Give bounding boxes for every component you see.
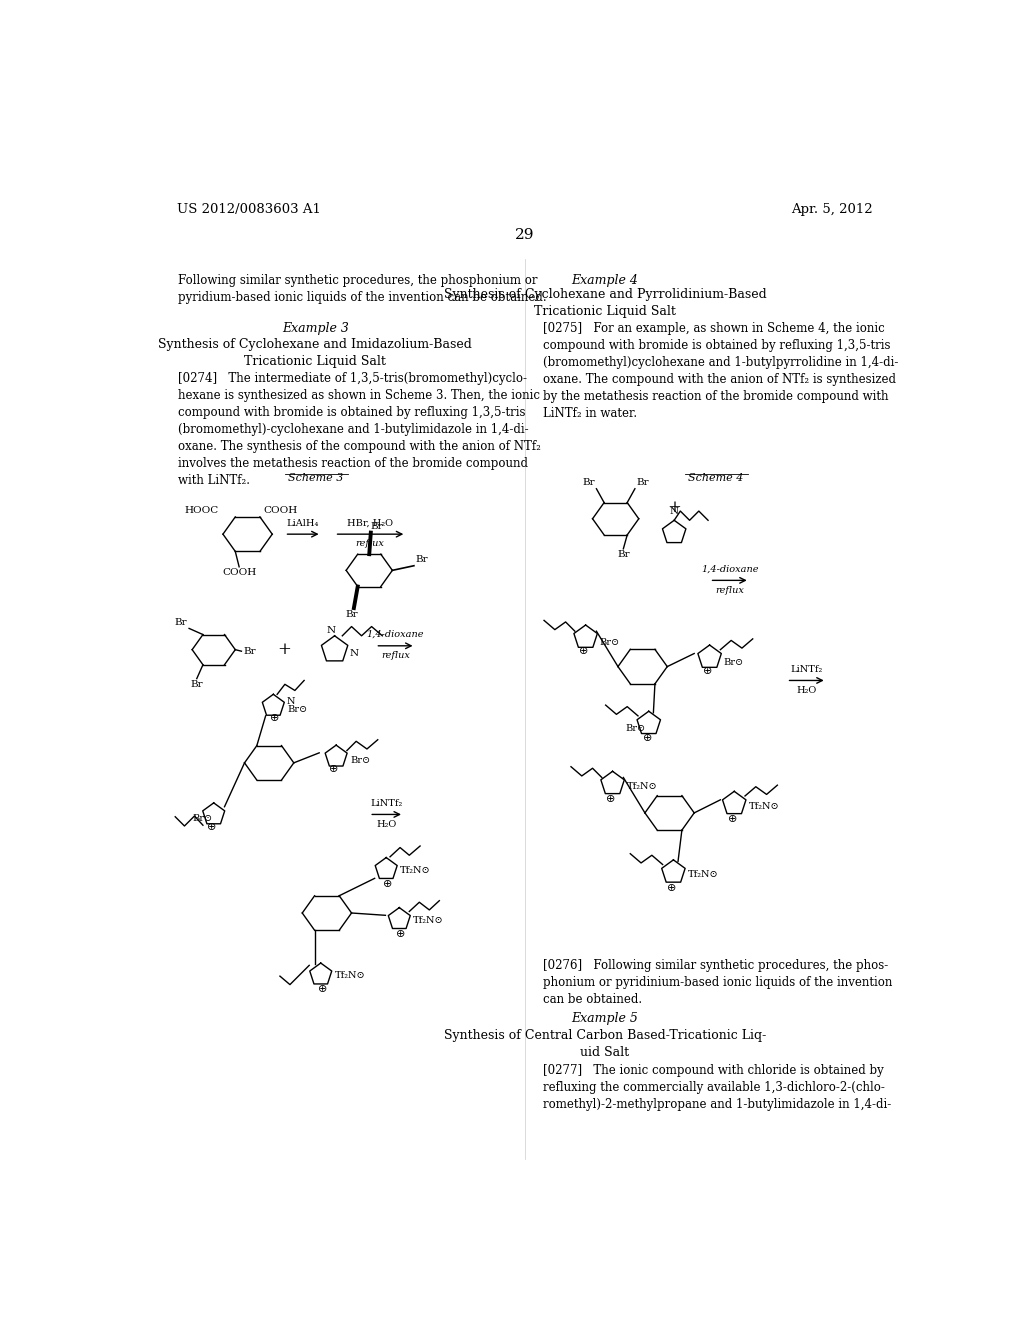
Text: Example 4: Example 4 xyxy=(571,275,638,286)
Text: LiNTf₂: LiNTf₂ xyxy=(370,799,402,808)
Text: Tf₂N⊙: Tf₂N⊙ xyxy=(335,972,366,979)
Text: Br: Br xyxy=(371,523,383,531)
Text: 29: 29 xyxy=(515,227,535,242)
Text: ⊕: ⊕ xyxy=(270,713,280,723)
Text: ⊕: ⊕ xyxy=(668,883,677,892)
Text: N: N xyxy=(327,627,335,635)
Text: N: N xyxy=(670,507,679,516)
Text: ⊕: ⊕ xyxy=(642,733,652,743)
Text: US 2012/0083603 A1: US 2012/0083603 A1 xyxy=(177,203,321,216)
Text: Tf₂N⊙: Tf₂N⊙ xyxy=(413,916,443,924)
Text: 1,4-dioxane: 1,4-dioxane xyxy=(700,565,759,573)
Text: Br: Br xyxy=(583,478,595,487)
Text: Br: Br xyxy=(175,618,187,627)
Text: Example 3: Example 3 xyxy=(282,322,349,335)
Text: N: N xyxy=(350,649,359,657)
Text: Br⊙: Br⊙ xyxy=(599,638,620,647)
Text: ⊕: ⊕ xyxy=(396,929,406,939)
Text: COOH: COOH xyxy=(222,569,256,577)
Text: Br⊙: Br⊙ xyxy=(193,813,212,822)
Text: N: N xyxy=(287,697,295,706)
Text: Tf₂N⊙: Tf₂N⊙ xyxy=(688,870,719,879)
Text: ⊕: ⊕ xyxy=(329,764,339,774)
Text: Br: Br xyxy=(416,556,428,564)
Text: Following similar synthetic procedures, the phosphonium or
pyridium-based ionic : Following similar synthetic procedures, … xyxy=(178,275,547,304)
Text: ⊕: ⊕ xyxy=(580,647,589,656)
Text: Br⊙: Br⊙ xyxy=(626,725,646,734)
Text: Synthesis of Cyclohexane and Pyrrolidinium-Based
Tricationic Liquid Salt: Synthesis of Cyclohexane and Pyrrolidini… xyxy=(443,288,766,318)
Text: ⊕: ⊕ xyxy=(317,985,327,994)
Text: Br⊙: Br⊙ xyxy=(287,705,307,714)
Text: H₂O: H₂O xyxy=(376,820,396,829)
Text: Example 5: Example 5 xyxy=(571,1011,638,1024)
Text: Tf₂N⊙: Tf₂N⊙ xyxy=(400,866,431,875)
Text: reflux: reflux xyxy=(381,651,410,660)
Text: ⊕: ⊕ xyxy=(207,822,216,832)
Text: Tf₂N⊙: Tf₂N⊙ xyxy=(628,781,657,791)
Text: Br: Br xyxy=(243,647,256,656)
Text: H₂O: H₂O xyxy=(797,686,817,694)
Text: Br⊙: Br⊙ xyxy=(724,659,743,667)
Text: [0277]   The ionic compound with chloride is obtained by
refluxing the commercia: [0277] The ionic compound with chloride … xyxy=(544,1064,892,1111)
Text: +: + xyxy=(668,499,681,516)
Text: HBr, H₂O: HBr, H₂O xyxy=(347,519,393,528)
Text: Br: Br xyxy=(345,610,357,619)
Text: [0276]   Following similar synthetic procedures, the phos-
phonium or pyridinium: [0276] Following similar synthetic proce… xyxy=(544,960,893,1006)
Text: +: + xyxy=(278,642,292,659)
Text: LiNTf₂: LiNTf₂ xyxy=(791,664,822,673)
Text: reflux: reflux xyxy=(715,586,744,595)
Text: Br: Br xyxy=(617,550,630,560)
Text: [0275]   For an example, as shown in Scheme 4, the ionic
compound with bromide i: [0275] For an example, as shown in Schem… xyxy=(544,322,899,420)
Text: reflux: reflux xyxy=(355,539,384,548)
Text: ⊕: ⊕ xyxy=(383,879,392,888)
Text: LiAlH₄: LiAlH₄ xyxy=(287,519,319,528)
Text: [0274]   The intermediate of 1,3,5-tris(bromomethyl)cyclo-
hexane is synthesized: [0274] The intermediate of 1,3,5-tris(br… xyxy=(178,372,541,487)
Text: Br: Br xyxy=(190,680,203,689)
Text: HOOC: HOOC xyxy=(185,507,219,515)
Text: Synthesis of Central Carbon Based-Tricationic Liq-
uid Salt: Synthesis of Central Carbon Based-Tricat… xyxy=(443,1028,766,1059)
Text: ⊕: ⊕ xyxy=(703,667,713,676)
Text: Tf₂N⊙: Tf₂N⊙ xyxy=(749,801,779,810)
Text: Br⊙: Br⊙ xyxy=(350,756,370,764)
Text: ⊕: ⊕ xyxy=(728,814,737,824)
Text: Apr. 5, 2012: Apr. 5, 2012 xyxy=(792,203,872,216)
Text: COOH: COOH xyxy=(263,507,297,515)
Text: Scheme 4: Scheme 4 xyxy=(688,473,743,483)
Text: Synthesis of Cyclohexane and Imidazolium-Based
Tricationic Liquid Salt: Synthesis of Cyclohexane and Imidazolium… xyxy=(159,338,472,368)
Text: ⊕: ⊕ xyxy=(606,795,615,804)
Text: Br: Br xyxy=(637,478,649,487)
Text: Scheme 3: Scheme 3 xyxy=(288,473,343,483)
Text: 1,4-dioxane: 1,4-dioxane xyxy=(367,630,424,639)
